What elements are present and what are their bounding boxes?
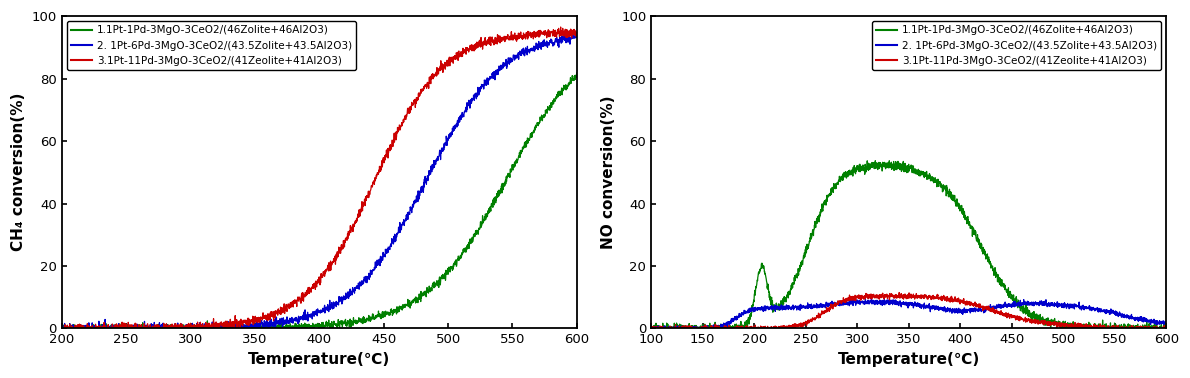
Legend: 1.1Pt-1Pd-3MgO-3CeO2/(46Zolite+46Al2O3), 2. 1Pt-6Pd-3MgO-3CeO2/(43.5Zolite+43.5A: 1.1Pt-1Pd-3MgO-3CeO2/(46Zolite+46Al2O3),… [871,21,1161,70]
Y-axis label: CH₄ conversion(%): CH₄ conversion(%) [11,93,26,251]
X-axis label: Temperature(℃): Temperature(℃) [249,352,390,367]
Legend: 1.1Pt-1Pd-3MgO-3CeO2/(46Zolite+46Al2O3), 2. 1Pt-6Pd-3MgO-3CeO2/(43.5Zolite+43.5A: 1.1Pt-1Pd-3MgO-3CeO2/(46Zolite+46Al2O3),… [67,21,357,70]
Y-axis label: NO conversion(%): NO conversion(%) [601,96,615,249]
X-axis label: Temperature(℃): Temperature(℃) [838,352,979,367]
